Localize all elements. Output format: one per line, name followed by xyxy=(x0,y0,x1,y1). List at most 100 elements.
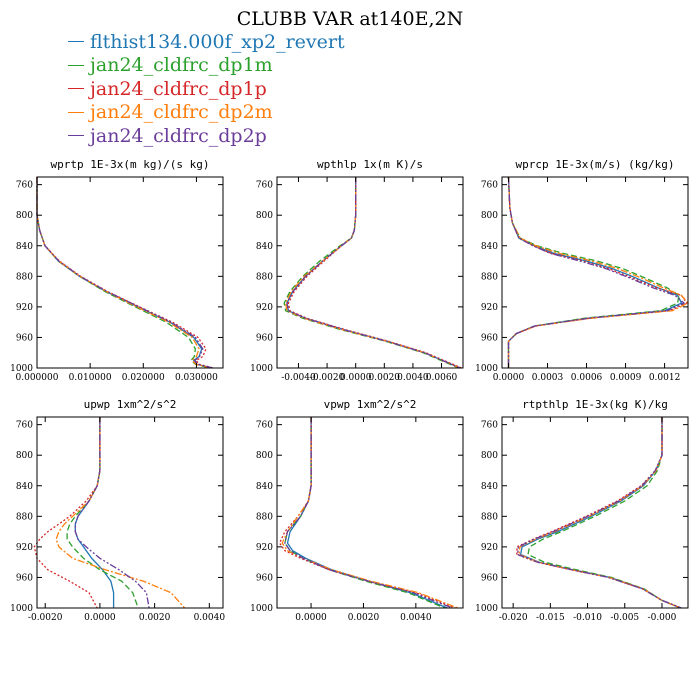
series-line xyxy=(66,417,139,609)
series-line xyxy=(74,417,150,609)
series-line xyxy=(507,176,688,368)
x-tick-label: -0.0020 xyxy=(310,373,345,383)
x-tick-label: 0.030000 xyxy=(175,373,218,383)
plot-frame xyxy=(276,416,464,609)
y-tick-label: 960 xyxy=(256,573,273,583)
y-tick-label: 1000 xyxy=(250,604,273,614)
legend: flthist134.000f_xp2_revert jan24_cldfrc_… xyxy=(68,30,345,148)
x-tick-label: -0.010 xyxy=(573,613,602,623)
y-tick-label: 960 xyxy=(16,333,33,343)
y-tick-label: 880 xyxy=(256,512,273,522)
y-tick-label: 760 xyxy=(16,181,33,191)
x-tick-label: 0.0020 xyxy=(348,613,380,623)
series-line xyxy=(74,417,115,608)
y-tick-label: 800 xyxy=(16,451,33,461)
y-tick-label: 840 xyxy=(16,242,33,252)
y-tick-label: 920 xyxy=(481,303,498,313)
y-tick-label: 880 xyxy=(16,512,33,522)
x-tick-label: 0.0020 xyxy=(369,373,401,383)
x-tick-label: -0.020 xyxy=(499,613,528,623)
y-tick-label: 880 xyxy=(481,512,498,522)
series-line xyxy=(33,417,101,609)
x-tick-label: 0.0020 xyxy=(139,613,171,623)
y-tick-label: 760 xyxy=(481,181,498,191)
panel-title: wpthlp 1x(m K)/s xyxy=(317,158,423,171)
y-tick-label: 800 xyxy=(256,451,273,461)
series-line xyxy=(507,176,680,368)
series-line xyxy=(286,177,461,369)
x-tick-label: 0.0009 xyxy=(610,373,642,383)
legend-swatch xyxy=(68,64,84,66)
y-tick-label: 800 xyxy=(16,211,33,221)
y-tick-label: 800 xyxy=(256,211,273,221)
x-tick-label: -0.0040 xyxy=(281,373,316,383)
legend-swatch xyxy=(68,111,84,113)
legend-swatch xyxy=(68,41,84,43)
y-tick-label: 920 xyxy=(256,303,273,313)
series-line xyxy=(281,417,459,609)
legend-entry: jan24_cldfrc_dp2p xyxy=(68,124,345,148)
y-tick-label: 960 xyxy=(481,333,498,343)
y-tick-label: 920 xyxy=(481,543,498,553)
legend-label: jan24_cldfrc_dp2p xyxy=(90,124,267,147)
legend-label: jan24_cldfrc_dp1p xyxy=(90,77,267,100)
x-tick-label: -0.015 xyxy=(536,613,565,623)
panel-title: upwp 1xm^2/s^2 xyxy=(84,398,177,411)
y-tick-label: 840 xyxy=(481,482,498,492)
y-tick-label: 800 xyxy=(481,211,498,221)
series-line xyxy=(519,417,681,609)
chart-panel: 760 800 840 880 920 960 1000 0.0000 0.0020 0.0040… xyxy=(250,398,464,623)
x-tick-label: 0.0000 xyxy=(295,613,327,623)
series-line xyxy=(516,417,682,609)
x-tick-label: -0.000 xyxy=(648,613,677,623)
plot-frame xyxy=(36,416,224,609)
y-tick-label: 1000 xyxy=(475,364,498,374)
y-tick-label: 920 xyxy=(16,303,33,313)
series-line xyxy=(286,177,461,369)
series-line xyxy=(284,177,461,369)
x-tick-label: 0.0060 xyxy=(426,373,458,383)
plot-frame xyxy=(276,176,464,369)
series-line xyxy=(278,417,456,609)
x-tick-label: 0.0040 xyxy=(194,613,226,623)
panel-title: vpwp 1xm^2/s^2 xyxy=(324,398,417,411)
y-tick-label: 800 xyxy=(481,451,498,461)
y-tick-label: 840 xyxy=(16,482,33,492)
y-tick-label: 1000 xyxy=(10,364,33,374)
x-tick-label: 0.0000 xyxy=(84,613,116,623)
legend-label: jan24_cldfrc_dp2m xyxy=(90,101,273,124)
x-tick-label: 0.010000 xyxy=(69,373,112,383)
y-tick-label: 760 xyxy=(481,421,498,431)
series-line xyxy=(507,176,690,368)
chart-panel: 760 800 840 880 920 960 1000-0.020 -0.015 -0.010… xyxy=(475,398,689,623)
series-line xyxy=(287,177,462,369)
y-tick-label: 960 xyxy=(481,573,498,583)
series-line xyxy=(507,176,686,368)
legend-entry: jan24_cldfrc_dp2m xyxy=(68,101,345,125)
legend-swatch xyxy=(68,135,84,137)
legend-label: flthist134.000f_xp2_revert xyxy=(90,30,345,53)
y-tick-label: 1000 xyxy=(10,604,33,614)
y-tick-label: 920 xyxy=(256,543,273,553)
x-tick-label: 0.0000 xyxy=(340,373,372,383)
x-tick-label: 0.020000 xyxy=(122,373,165,383)
x-tick-label: -0.005 xyxy=(610,613,639,623)
series-line xyxy=(507,176,683,368)
x-tick-label: 0.0040 xyxy=(400,613,432,623)
legend-entry: jan24_cldfrc_dp1p xyxy=(68,77,345,101)
panel-title: rtpthlp 1E-3x(kg K)/kg xyxy=(522,398,668,411)
x-tick-label: 0.000000 xyxy=(16,373,59,383)
chart-panel: 760 800 840 880 920 960 10000.000000 0.010000 0.… xyxy=(10,158,224,383)
panel-title: wprtp 1E-3x(m kg)/(s kg) xyxy=(51,158,210,171)
y-tick-label: 840 xyxy=(256,242,273,252)
legend-label: jan24_cldfrc_dp1m xyxy=(90,54,273,77)
y-tick-label: 1000 xyxy=(250,364,273,374)
chart-panel: 760 800 840 880 920 960 1000-0.0020 0.0000 0.002… xyxy=(10,398,225,623)
y-tick-label: 1000 xyxy=(475,604,498,614)
x-tick-label: -0.0020 xyxy=(28,613,63,623)
plot-frame xyxy=(36,176,224,369)
figure-title: CLUBB VAR at140E,2N xyxy=(236,8,464,30)
plot-frame xyxy=(501,416,689,609)
x-tick-label: 0.0003 xyxy=(532,373,564,383)
